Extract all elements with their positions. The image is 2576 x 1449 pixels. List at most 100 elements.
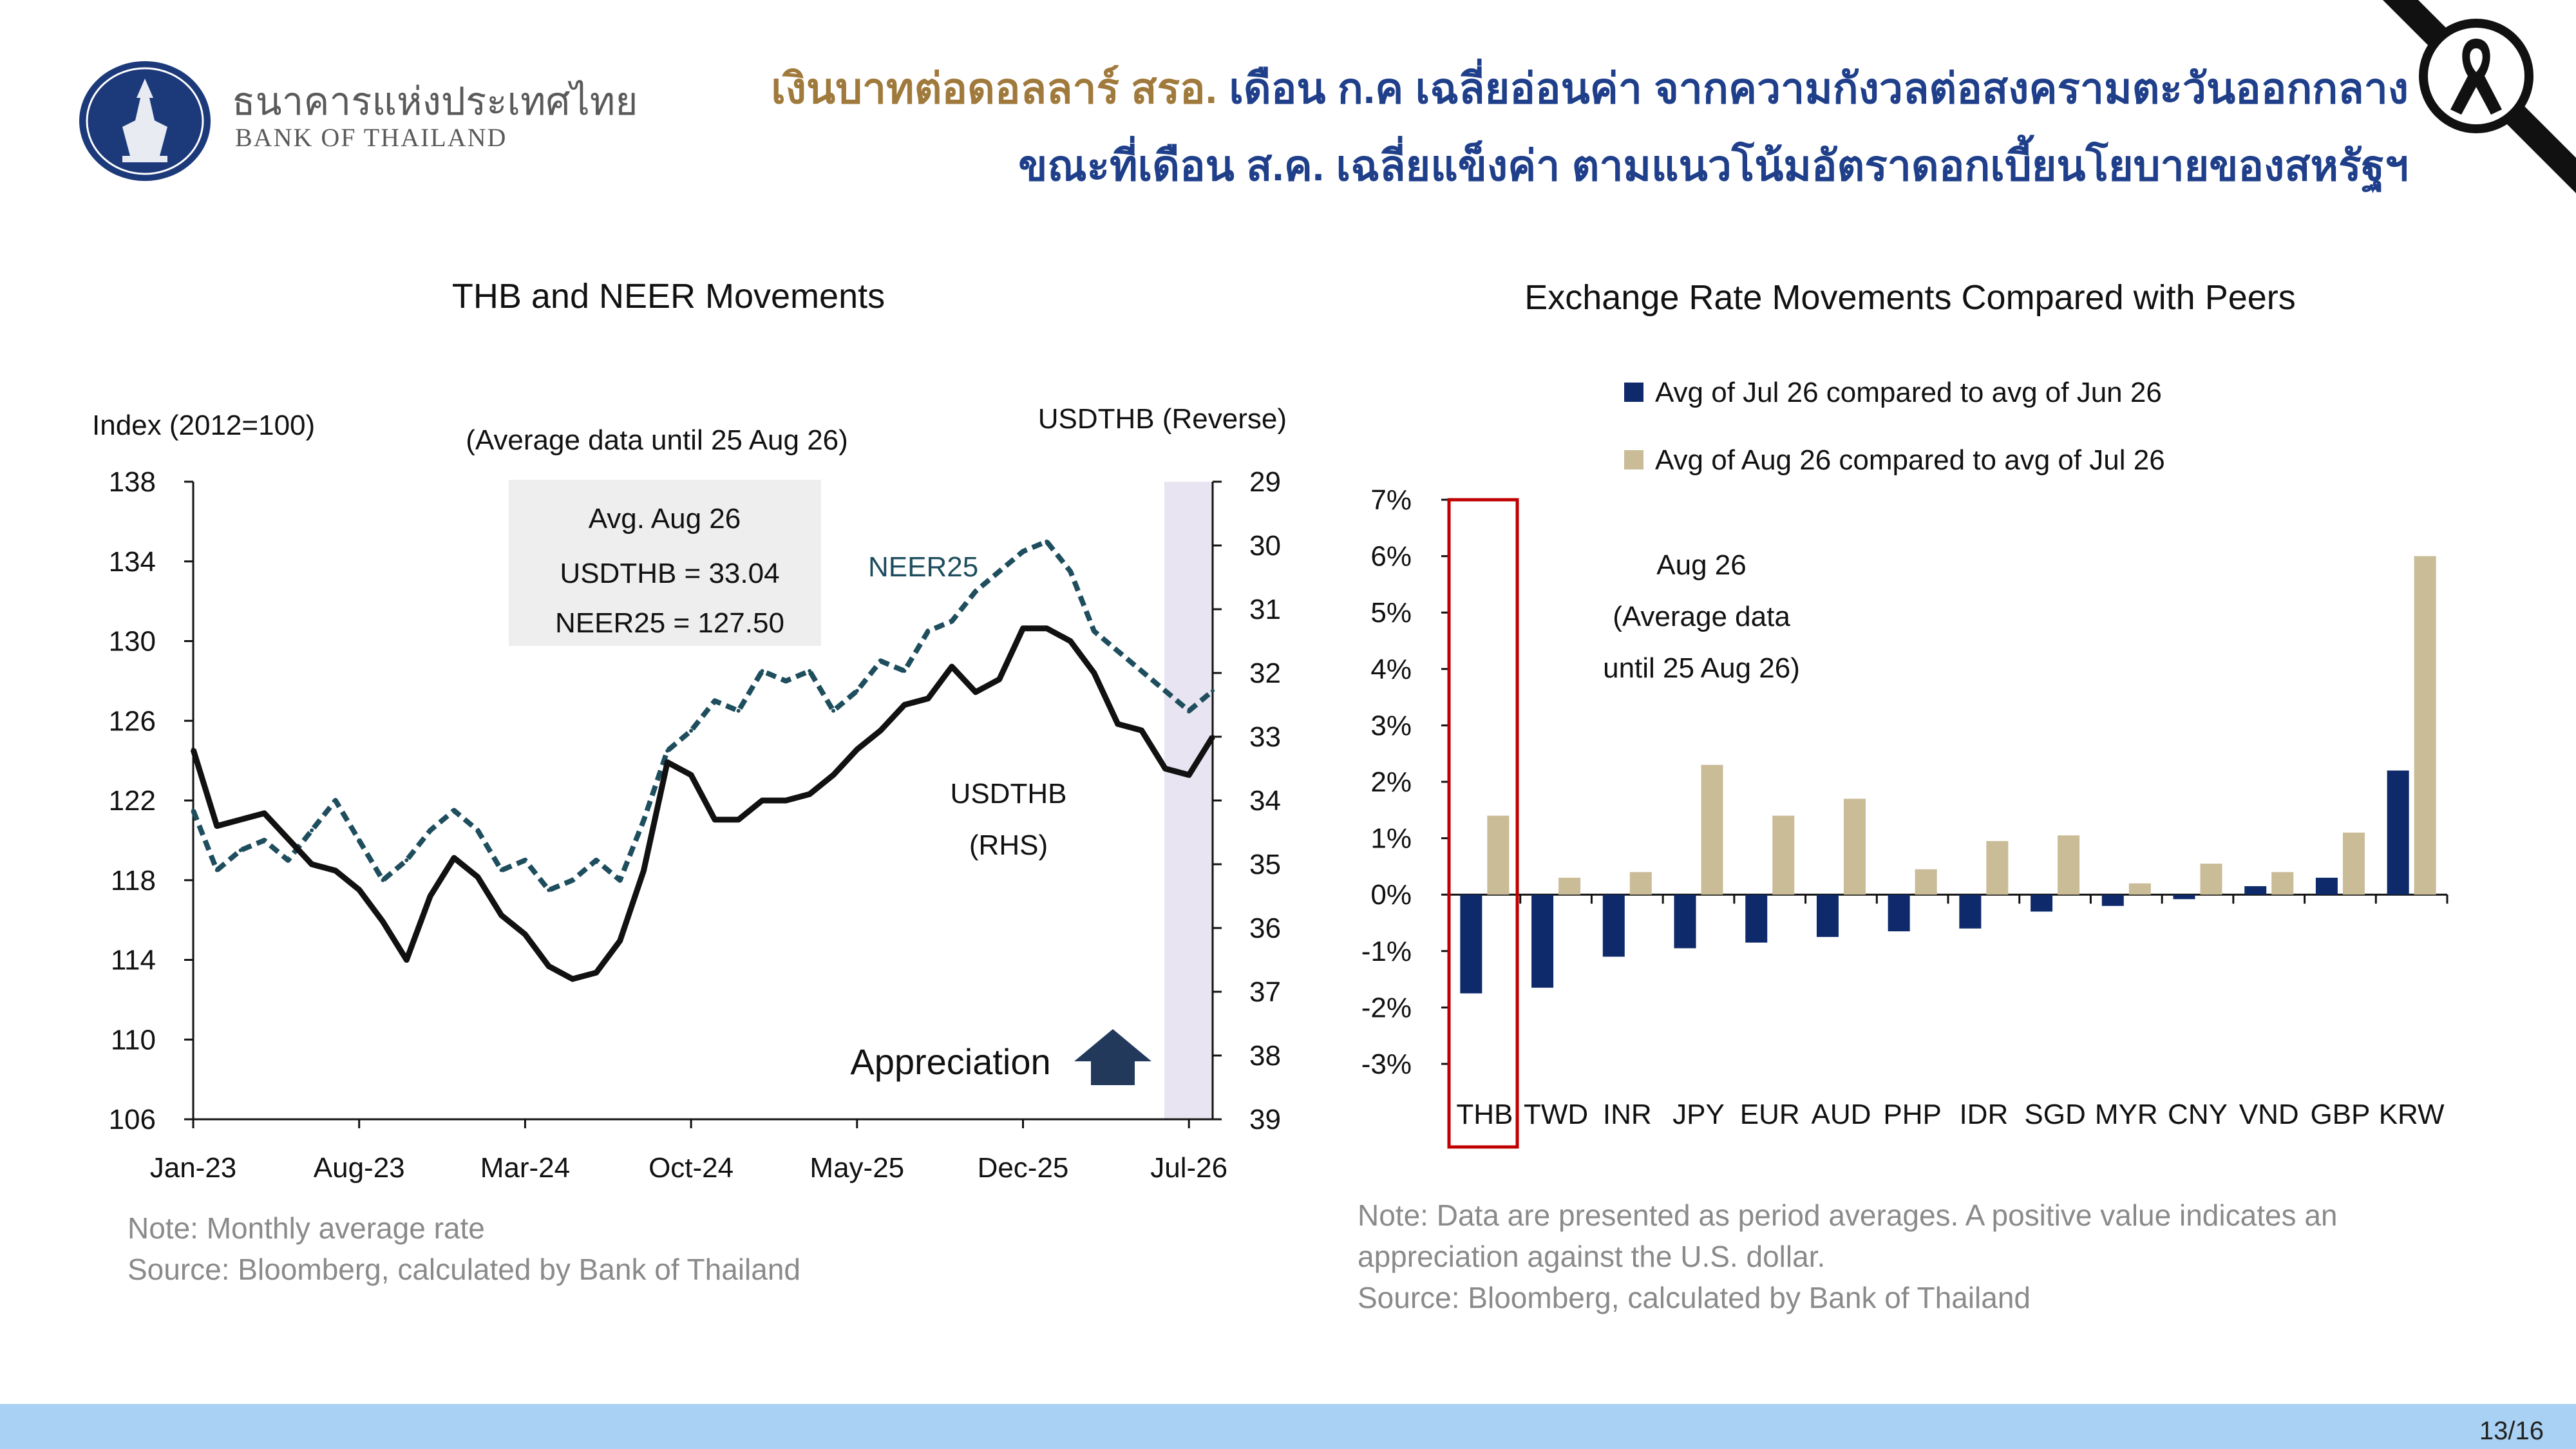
- data-point-usdthb: [736, 817, 741, 822]
- legend-label-jul: Avg of Jul 26 compared to avg of Jun 26: [1655, 377, 2162, 408]
- bar-krw-jul: [2387, 770, 2409, 895]
- annotation-line-1: Aug 26: [1656, 549, 1746, 581]
- org-name-th: ธนาคารแห่งประเทศไทย: [232, 79, 638, 124]
- left-tick-label: 114: [111, 945, 156, 976]
- data-point-usdthb: [357, 887, 361, 892]
- bar-gbp-jul: [2315, 877, 2338, 895]
- data-point-usdthb: [547, 964, 551, 969]
- data-point-usdthb: [1092, 671, 1096, 675]
- bar-sgd-aug: [2058, 835, 2080, 895]
- bar-thb-aug: [1487, 815, 1510, 895]
- legend-swatch-jul: [1624, 383, 1643, 402]
- data-point-neer25: [1115, 649, 1120, 653]
- bar-aud-jul: [1816, 895, 1839, 937]
- org-name-en: BANK OF THAILAND: [235, 123, 507, 152]
- category-label: EUR: [1740, 1099, 1800, 1130]
- data-point-usdthb: [689, 773, 694, 777]
- right-source: Source: Bloomberg, calculated by Bank of…: [1358, 1281, 2031, 1314]
- bar-twd-aug: [1558, 877, 1581, 895]
- footer-bar: [0, 1404, 2576, 1449]
- annotation-line-2: (Average data: [1613, 601, 1790, 632]
- category-label: KRW: [2379, 1099, 2445, 1130]
- bar-myr-aug: [2128, 883, 2151, 895]
- series-line-usdthb: [190, 625, 1215, 982]
- bar-eur-aug: [1772, 815, 1795, 895]
- data-point-usdthb: [499, 913, 504, 918]
- data-point-usdthb: [855, 747, 859, 752]
- mourning-ribbon-corner: [2383, 0, 2576, 193]
- bot-logo: [77, 59, 213, 183]
- right-tick-label: 33: [1249, 721, 1281, 753]
- data-point-neer25: [1068, 569, 1073, 574]
- left-note: Note: Monthly average rate: [128, 1211, 485, 1245]
- category-label: CNY: [2168, 1099, 2228, 1130]
- data-point-usdthb: [475, 875, 480, 879]
- bar-vnd-jul: [2244, 886, 2267, 895]
- bar-y-tick-label: 5%: [1370, 597, 1412, 629]
- left-tick-label: 130: [109, 626, 156, 658]
- bar-y-tick-label: 3%: [1370, 710, 1412, 741]
- summary-box: [509, 480, 821, 646]
- right-tick-label: 38: [1249, 1040, 1281, 1072]
- left-source: Source: Bloomberg, calculated by Bank of…: [128, 1253, 800, 1286]
- category-label: INR: [1603, 1099, 1652, 1130]
- data-point-neer25: [997, 569, 1001, 574]
- data-point-neer25: [499, 868, 504, 873]
- right-chart-title: Exchange Rate Movements Compared with Pe…: [1524, 278, 2296, 317]
- left-axis-label: Index (2012=100): [92, 410, 315, 441]
- right-tick-label: 35: [1249, 849, 1281, 880]
- data-point-neer25: [1139, 668, 1144, 673]
- left-chart-axes: 138 134 130 126 122 118 114 110 106 29 30 31 32 33 34 3…: [109, 466, 1281, 1184]
- data-point-usdthb: [1163, 766, 1168, 771]
- left-chart-series: [190, 538, 1215, 982]
- right-chart-axes: 7% 6% 5% 4% 3% 2% 1% 0% -1% -2% -3% THB TWD INR JPY EUR…: [1361, 484, 2448, 1130]
- data-point-neer25: [736, 708, 741, 713]
- headline-line-1: เงินบาทต่อดอลลาร์ สรอ. เดือน ก.ค เฉลี่ยอ…: [771, 55, 2409, 122]
- data-point-usdthb: [665, 760, 670, 764]
- headline-part-1: เงินบาทต่อดอลลาร์ สรอ.: [771, 64, 1218, 112]
- data-point-usdthb: [452, 856, 456, 860]
- data-point-neer25: [641, 818, 646, 822]
- data-point-neer25: [878, 659, 883, 663]
- bar-inr-jul: [1602, 895, 1625, 957]
- bar-thb-jul: [1460, 895, 1482, 994]
- data-point-neer25: [831, 708, 835, 713]
- data-point-usdthb: [286, 837, 290, 841]
- data-point-neer25: [855, 688, 859, 693]
- data-point-neer25: [950, 619, 954, 623]
- data-point-neer25: [594, 858, 598, 862]
- bar-twd-jul: [1531, 895, 1554, 988]
- bar-sgd-jul: [2031, 895, 2053, 912]
- data-point-neer25: [238, 848, 243, 853]
- right-tick-label: 32: [1249, 658, 1281, 689]
- data-point-neer25: [475, 828, 480, 833]
- data-point-neer25: [1092, 629, 1096, 633]
- right-tick-label: 36: [1249, 913, 1281, 944]
- data-point-neer25: [1021, 549, 1025, 554]
- usdthb-series-label: USDTHB: [951, 778, 1067, 810]
- bar-krw-aug: [2414, 556, 2436, 895]
- headline-part-2: เดือน ก.ค เฉลี่ยอ่อนค่า จากความกังวลต่อส…: [1229, 64, 2409, 112]
- data-point-neer25: [784, 679, 788, 683]
- summary-box-neer25: NEER25 = 127.50: [555, 607, 784, 639]
- bar-y-tick-label: -1%: [1361, 936, 1412, 967]
- right-tick-label: 39: [1249, 1104, 1281, 1135]
- x-tick-label: Mar-24: [480, 1152, 570, 1184]
- summary-box-title: Avg. Aug 26: [589, 503, 741, 535]
- right-chart-bars: [1460, 556, 2436, 994]
- left-tick-label: 110: [111, 1024, 156, 1056]
- annotation-line-3: until 25 Aug 26): [1603, 652, 1800, 684]
- data-point-usdthb: [1115, 722, 1120, 726]
- bar-php-jul: [1888, 895, 1910, 932]
- data-point-usdthb: [381, 920, 385, 924]
- legend-label-aug: Avg of Aug 26 compared to avg of Jul 26: [1655, 444, 2165, 476]
- data-point-neer25: [712, 699, 717, 703]
- x-tick-label: Dec-25: [978, 1152, 1069, 1184]
- data-point-neer25: [523, 858, 527, 862]
- data-point-neer25: [310, 828, 314, 833]
- data-point-usdthb: [712, 817, 717, 822]
- data-point-usdthb: [618, 938, 622, 943]
- category-label: TWD: [1524, 1099, 1588, 1130]
- data-point-neer25: [1163, 688, 1168, 693]
- data-point-usdthb: [333, 868, 337, 873]
